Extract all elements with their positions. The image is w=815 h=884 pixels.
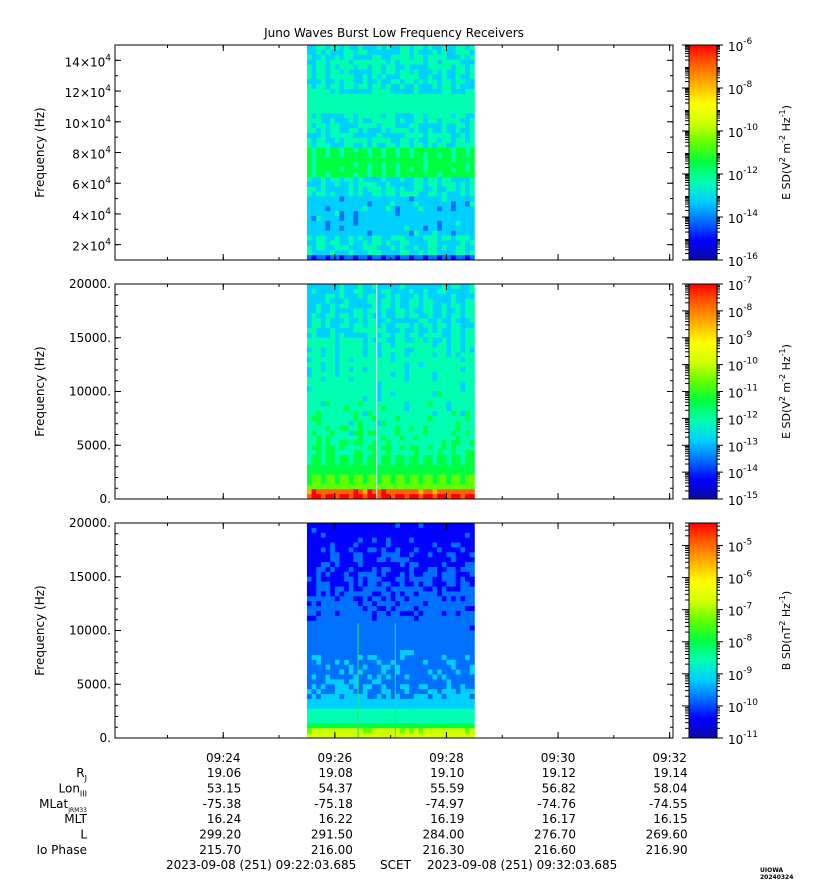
ephemeris-value: 19.12 [542, 766, 576, 780]
colorbar-tick-label: 10-9 [728, 330, 753, 347]
colorbar-tick-label: 10-8 [728, 80, 753, 97]
y-tick-label: 0. [100, 731, 111, 745]
colorbar-tick-label: 10-6 [728, 37, 753, 54]
y-tick-label: 20000. [69, 516, 111, 530]
y-tick-label: 8×104 [72, 146, 111, 162]
y-tick-label: 15000. [69, 331, 111, 345]
y-tick-label: 5000. [77, 438, 111, 452]
ephemeris-value: 53.15 [207, 781, 241, 795]
ephemeris-value: 54.37 [318, 781, 352, 795]
y-tick-label: 15000. [69, 570, 111, 584]
footer-start-time: 2023-09-08 (251) 09:22:03.685 [166, 858, 356, 872]
colorbar-tick-label: 10-7 [728, 602, 752, 619]
spectrogram-data [307, 284, 475, 499]
y-tick-label: 4×104 [72, 207, 111, 223]
ephemeris-value: 216.90 [646, 843, 688, 857]
colorbar-tick-label: 10-8 [728, 634, 753, 651]
colorbar-tick-label: 10-12 [728, 410, 758, 427]
y-tick-label: 10×104 [65, 115, 112, 131]
colorbar-tick-label: 10-16 [728, 252, 758, 269]
y-axis-label: Frequency (Hz) [33, 585, 47, 676]
ephemeris-value: -74.76 [537, 797, 576, 811]
colorbar-tick-label: 10-10 [728, 357, 758, 374]
ephemeris-value: 56.82 [542, 781, 576, 795]
colorbar-tick-label: 10-15 [728, 491, 758, 508]
chart-title: Juno Waves Burst Low Frequency Receivers [263, 26, 524, 40]
y-tick-label: 12×104 [65, 84, 112, 100]
footer-end-time: 2023-09-08 (251) 09:32:03.685 [427, 858, 617, 872]
spectrogram-data [307, 523, 475, 738]
ephemeris-value: 19.10 [430, 766, 464, 780]
y-tick-label: 20000. [69, 277, 111, 291]
y-tick-label: 0. [100, 492, 111, 506]
colorbar-tick-label: 10-5 [728, 537, 752, 554]
y-tick-label: 6×104 [72, 176, 111, 192]
y-tick-label: 10000. [69, 624, 111, 638]
ephemeris-value: 216.30 [422, 843, 464, 857]
watermark: UIOWA 20240324 [760, 867, 815, 881]
panel-2: 0. 5000. 10000. 15000. 20000. Frequency (Hz) 1… [33, 276, 793, 508]
colorbar-tick-label: 10-12 [728, 166, 758, 183]
ephemeris-value: 16.17 [542, 812, 576, 826]
x-tick-label: 09:30 [541, 751, 576, 765]
colorbar-tick-label: 10-14 [728, 464, 758, 481]
footer-scet-label: SCET [380, 858, 411, 872]
colorbar [689, 284, 717, 499]
ephemeris-value: -75.18 [314, 797, 353, 811]
ephemeris-value: 58.04 [653, 781, 687, 795]
colorbar [689, 523, 717, 738]
colorbar-tick-label: 10-7 [728, 276, 752, 293]
colorbar-tick-label: 10-8 [728, 303, 753, 320]
y-tick-label: 14×104 [65, 53, 112, 69]
colorbar-tick-label: 10-10 [728, 698, 758, 715]
y-tick-label: 5000. [77, 677, 111, 691]
ephemeris-value: -74.55 [649, 797, 688, 811]
y-axis-label: Frequency (Hz) [33, 107, 47, 198]
colorbar-tick-label: 10-14 [728, 209, 758, 226]
ephemeris-value: -75.38 [203, 797, 242, 811]
colorbar-label: E SD(V2 m-2 Hz-1) [778, 344, 793, 439]
ephemeris-value: 291.50 [311, 828, 353, 842]
colorbar-label: B SD(nT2 Hz-1) [778, 591, 793, 670]
colorbar-tick-label: 10-6 [728, 570, 753, 587]
y-tick-label: 10000. [69, 385, 111, 399]
ephemeris-value: 215.70 [199, 843, 241, 857]
panel-1: 2×104 4×104 6×104 8×104 10×104 12×104 14×104 Fr… [33, 37, 793, 269]
ephemeris-value: 284.00 [422, 828, 464, 842]
colorbar-tick-label: 10-11 [728, 384, 758, 401]
ephemeris-row-label: Io Phase [36, 843, 87, 857]
ephemeris-value: 16.22 [318, 812, 352, 826]
ephemeris-value: 269.60 [646, 828, 688, 842]
ephemeris-value: 276.70 [534, 828, 576, 842]
panel-3: 0. 5000. 10000. 15000. 20000. Frequency (Hz) 1… [33, 516, 793, 747]
colorbar-tick-label: 10-13 [728, 437, 758, 454]
ephemeris-value: -74.97 [426, 797, 465, 811]
x-tick-label: 09:28 [429, 751, 464, 765]
x-tick-label: 09:26 [318, 751, 353, 765]
y-axis-label: Frequency (Hz) [33, 346, 47, 437]
ephemeris-value: 19.14 [653, 766, 687, 780]
ephemeris-value: 19.08 [318, 766, 352, 780]
ephemeris-value: 216.00 [311, 843, 353, 857]
ephemeris-value: 216.60 [534, 843, 576, 857]
colorbar [689, 45, 717, 260]
ephemeris-value: 16.15 [653, 812, 687, 826]
spectrogram-data [307, 45, 475, 260]
y-tick-label: 2×104 [72, 238, 111, 254]
colorbar-tick-label: 10-9 [728, 666, 753, 683]
ephemeris-value: 55.59 [430, 781, 464, 795]
colorbar-tick-label: 10-11 [728, 730, 758, 747]
ephemeris-row-label: MLT [64, 812, 87, 826]
ephemeris-value: 19.06 [207, 766, 241, 780]
colorbar-label: E SD(V2 m-2 Hz-1) [778, 105, 793, 200]
ephemeris-row-label: L [80, 828, 87, 842]
x-tick-label: 09:32 [652, 751, 687, 765]
ephemeris-value: 299.20 [199, 828, 241, 842]
ephemeris-value: 16.24 [207, 812, 241, 826]
x-tick-label: 09:24 [206, 751, 241, 765]
colorbar-tick-label: 10-10 [728, 123, 758, 140]
ephemeris-value: 16.19 [430, 812, 464, 826]
